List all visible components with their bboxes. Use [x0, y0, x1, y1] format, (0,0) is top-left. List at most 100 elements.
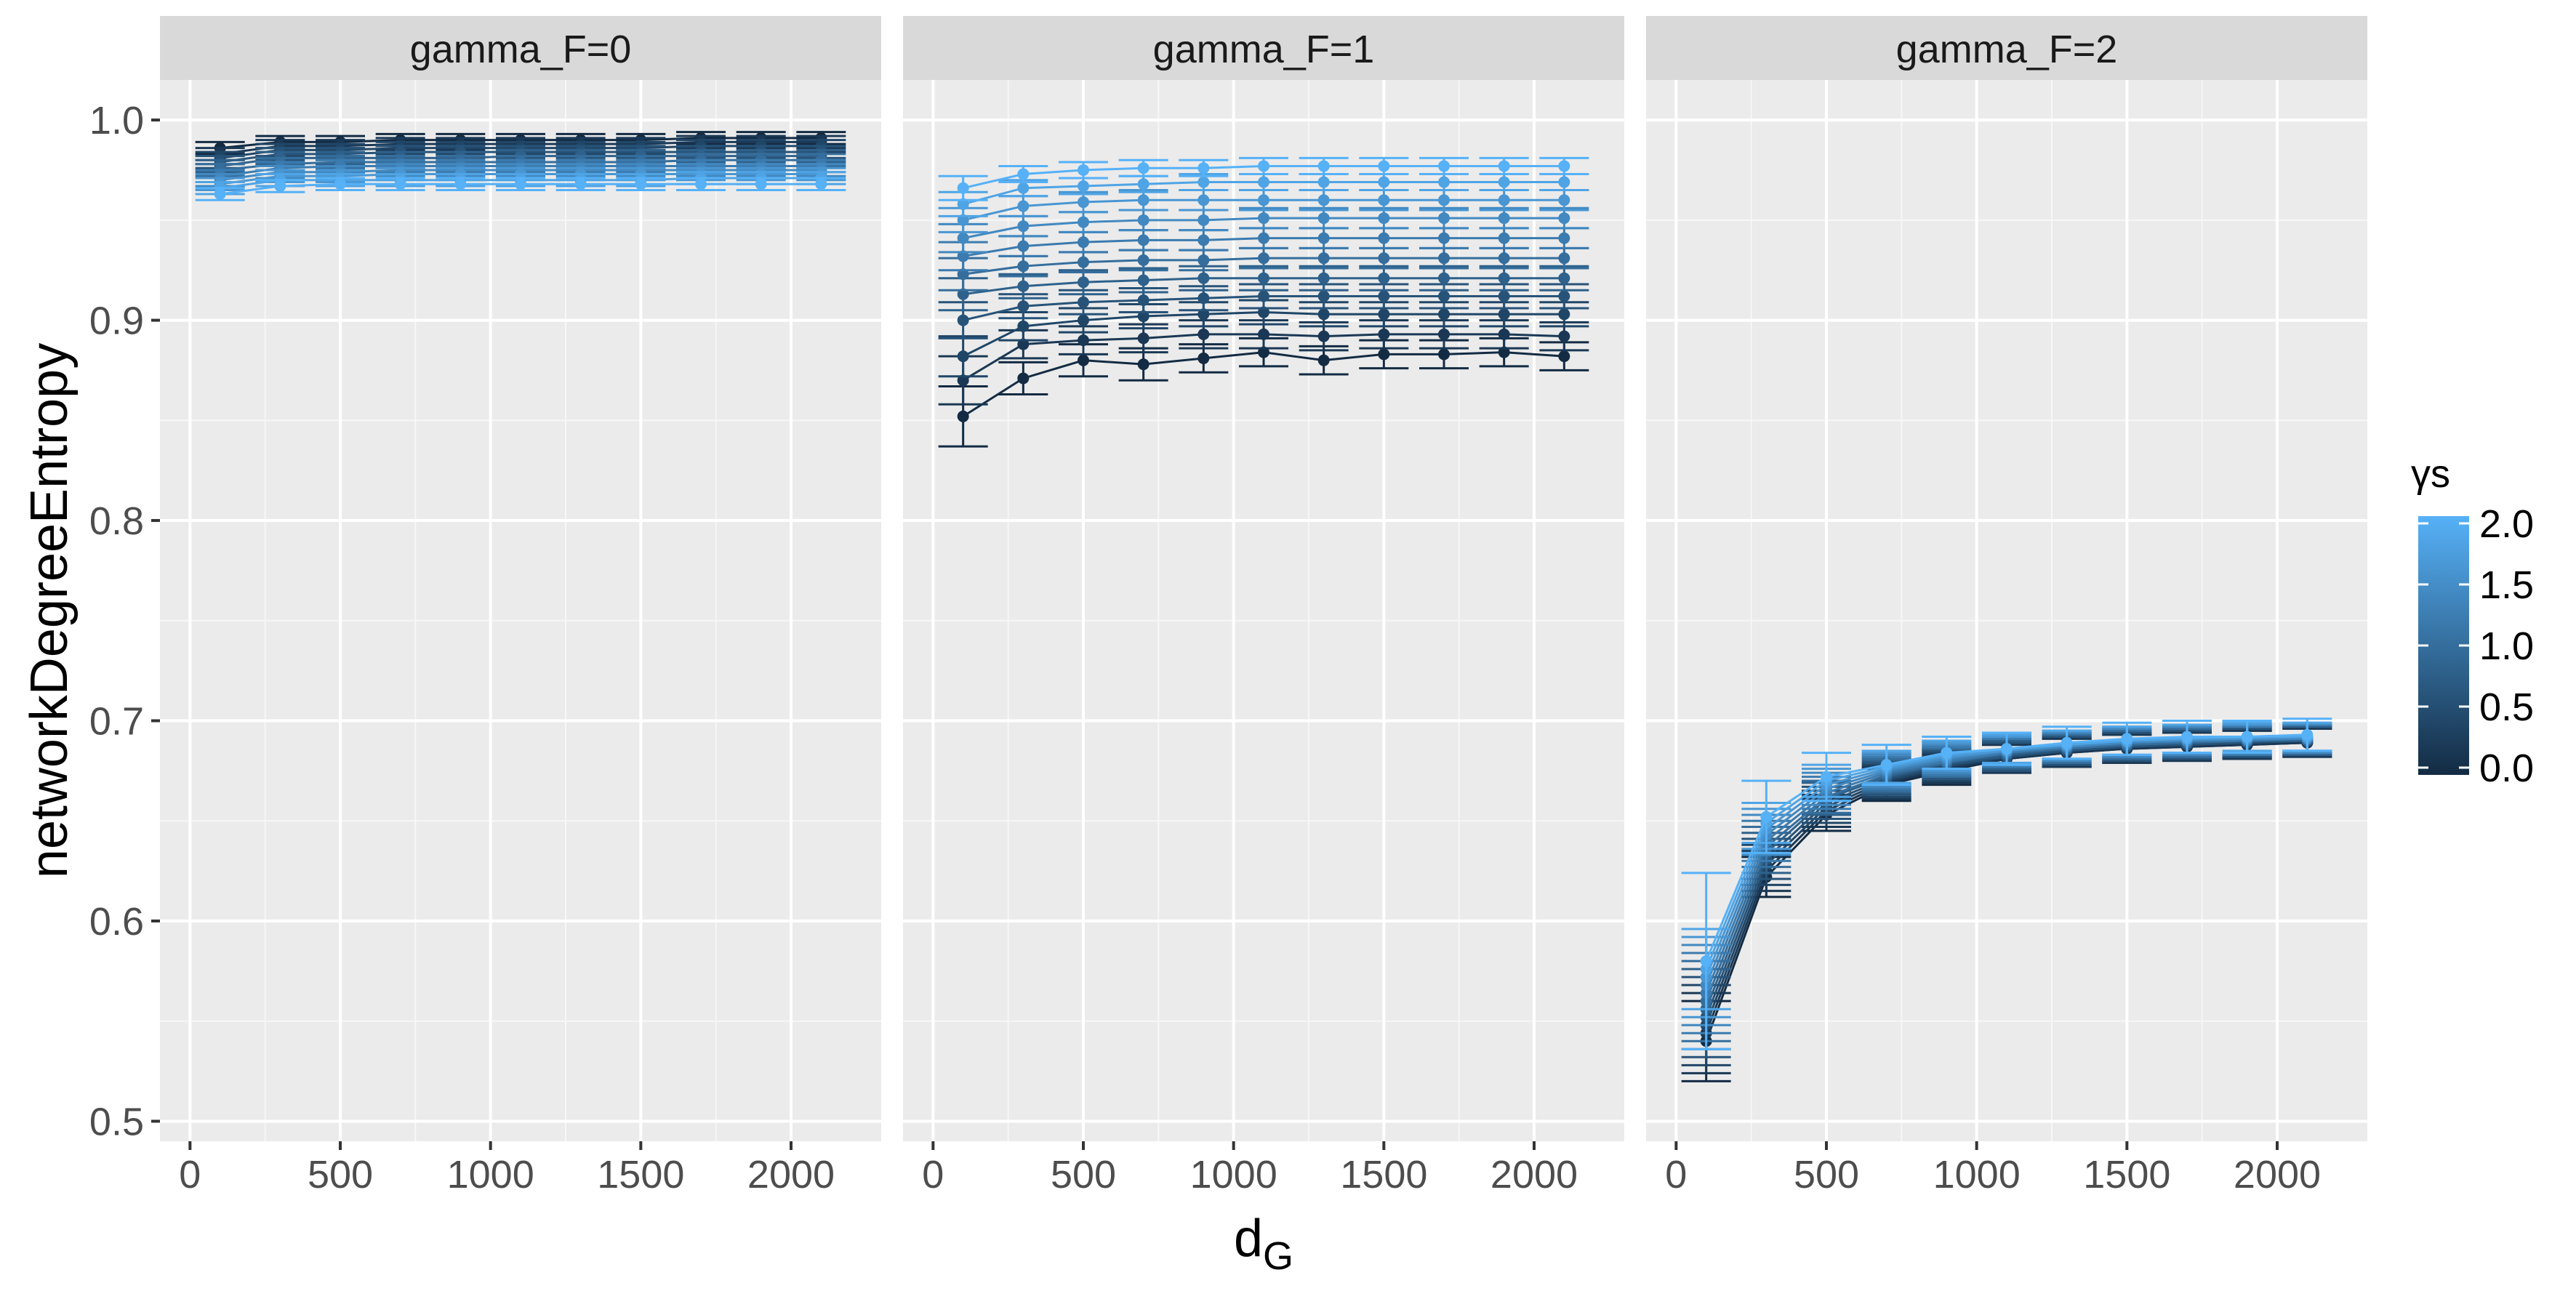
data-point — [957, 374, 969, 387]
data-point — [1197, 194, 1210, 206]
legend-tick-label: 0.0 — [2479, 747, 2534, 790]
data-point — [1378, 232, 1390, 244]
data-point — [1438, 176, 1450, 188]
data-point — [755, 178, 767, 190]
data-point — [1078, 276, 1089, 289]
data-point — [1498, 290, 1510, 302]
data-point — [1137, 254, 1149, 266]
data-point — [574, 178, 587, 190]
data-point — [1137, 214, 1149, 226]
data-point — [1317, 176, 1330, 188]
strip-label: gamma_F=0 — [410, 28, 632, 71]
data-point — [957, 198, 969, 210]
data-point — [1197, 162, 1210, 174]
data-point — [1258, 272, 1269, 284]
series-gamma-s-0.4 — [938, 299, 1589, 378]
data-point — [1258, 232, 1269, 244]
series-gamma-s-2 — [1681, 717, 2332, 1050]
data-point — [1078, 296, 1089, 308]
data-point — [1317, 232, 1330, 244]
data-point — [1378, 328, 1390, 340]
data-point — [1078, 334, 1089, 347]
data-point — [1438, 212, 1450, 225]
data-point — [1558, 290, 1570, 302]
data-point — [1438, 348, 1450, 361]
data-point — [1078, 236, 1089, 249]
series-gamma-s-2 — [938, 156, 1589, 201]
data-point — [1197, 328, 1210, 340]
x-axis-title-main: d — [1234, 1210, 1263, 1268]
data-point — [695, 178, 707, 190]
data-point — [1378, 348, 1390, 361]
data-point — [1017, 280, 1030, 292]
data-point — [957, 250, 969, 262]
data-point — [1258, 346, 1269, 358]
data-point — [214, 188, 226, 201]
strip-background — [903, 16, 1624, 80]
data-point — [1017, 300, 1030, 313]
legend-tick-label: 2.0 — [2479, 502, 2534, 546]
x-tick-label: 1500 — [597, 1153, 684, 1197]
data-point — [1317, 290, 1330, 302]
panels: gamma_F=0 0 500 1000 1500 2000 0.5 0.6 0.7 0.8 0.9… — [89, 16, 2367, 1197]
data-point — [1078, 354, 1089, 366]
x-tick-label: 500 — [1794, 1153, 1859, 1197]
y-tick-label: 0.9 — [89, 299, 144, 343]
y-axis-title: networkDegreeEntropy — [20, 343, 79, 878]
x-axis-title: dG — [1234, 1210, 1293, 1278]
data-point — [1017, 182, 1030, 194]
data-point — [1197, 272, 1210, 284]
data-point — [1498, 252, 1510, 265]
data-point — [1558, 308, 1570, 321]
color-legend: γs 2.0 1.5 1.0 0.5 0.0 — [2411, 452, 2534, 790]
data-point — [1438, 308, 1450, 321]
data-point — [1821, 771, 1832, 783]
data-point — [1760, 811, 1773, 823]
data-point — [1438, 194, 1450, 206]
data-point — [1558, 330, 1570, 342]
data-point — [1197, 214, 1210, 226]
data-point — [1438, 252, 1450, 265]
data-point — [1317, 194, 1330, 206]
data-point — [1438, 232, 1450, 244]
data-point — [1078, 164, 1089, 176]
y-tick-label: 0.8 — [89, 499, 144, 543]
x-tick-label: 1000 — [447, 1153, 534, 1197]
data-point — [1137, 358, 1149, 371]
panel-1: gamma_F=1 0 500 1000 1500 2000 — [903, 16, 1624, 1197]
panel-2: gamma_F=2 0 500 1000 1500 2000 — [1646, 16, 2367, 1197]
data-point — [957, 268, 969, 281]
data-point — [1258, 306, 1269, 318]
data-point — [957, 350, 969, 363]
data-point — [957, 214, 969, 226]
data-point — [957, 232, 969, 244]
data-point — [1017, 338, 1030, 350]
data-point — [1378, 290, 1390, 302]
data-point — [957, 182, 969, 194]
data-point — [1137, 332, 1149, 345]
data-point — [1258, 212, 1269, 225]
x-axis-title-subscript: G — [1263, 1234, 1293, 1278]
data-point — [1017, 200, 1030, 212]
data-point — [1378, 308, 1390, 321]
legend-tick-label: 1.5 — [2479, 563, 2534, 607]
x-tick-label: 1500 — [2083, 1153, 2170, 1197]
y-tick-label: 0.5 — [89, 1100, 144, 1143]
data-point — [1438, 290, 1450, 302]
legend-tick-label: 0.5 — [2479, 685, 2534, 729]
data-point — [1137, 178, 1149, 190]
y-tick-label: 0.6 — [89, 900, 144, 944]
data-point — [274, 180, 286, 192]
data-point — [635, 178, 647, 190]
data-point — [1378, 176, 1390, 188]
data-point — [1017, 372, 1030, 385]
x-tick-label: 1000 — [1933, 1153, 2021, 1197]
data-point — [1197, 234, 1210, 246]
data-point — [1197, 254, 1210, 266]
data-point — [1197, 352, 1210, 364]
data-point — [1558, 232, 1570, 244]
data-point — [1258, 290, 1269, 302]
y-tick-label: 1.0 — [89, 99, 144, 142]
data-point — [1317, 330, 1330, 342]
data-point — [1880, 759, 1893, 771]
